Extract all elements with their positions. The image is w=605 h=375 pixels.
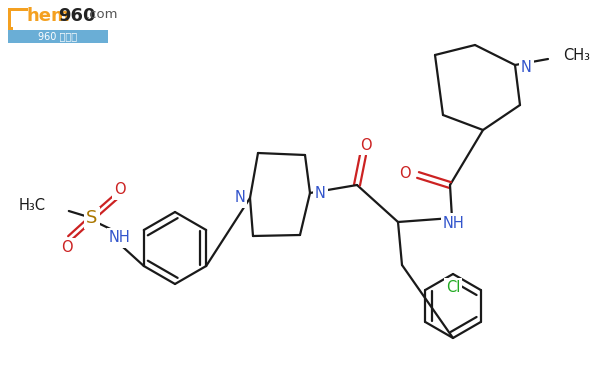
Text: O: O: [114, 183, 126, 198]
Text: Cl: Cl: [446, 280, 460, 296]
Text: NH: NH: [109, 231, 131, 246]
Text: H₃C: H₃C: [19, 198, 46, 213]
Polygon shape: [8, 8, 28, 30]
Text: N: N: [234, 190, 245, 206]
Text: .com: .com: [86, 8, 119, 21]
Text: O: O: [360, 138, 372, 153]
Text: S: S: [86, 209, 97, 227]
Text: N: N: [315, 186, 326, 201]
Text: O: O: [399, 165, 411, 180]
Text: N: N: [521, 60, 532, 75]
Text: CH₃: CH₃: [563, 48, 590, 63]
Text: O: O: [61, 240, 73, 255]
Text: hem: hem: [26, 7, 70, 25]
Text: 960: 960: [58, 7, 96, 25]
Text: 960 化工网: 960 化工网: [39, 32, 77, 42]
Text: NH: NH: [443, 216, 465, 231]
Bar: [8, 30, 108, 43]
